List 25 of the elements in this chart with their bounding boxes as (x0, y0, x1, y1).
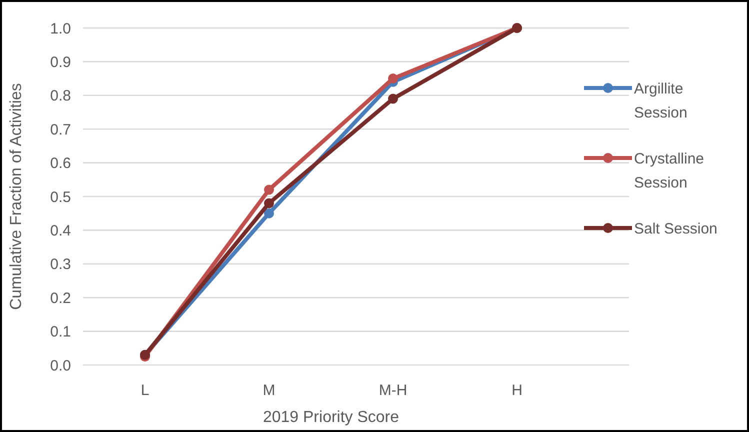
x-tick-label: L (140, 382, 150, 399)
legend-label: Argillite Session (634, 80, 688, 122)
y-tick-label: 1.0 (50, 20, 71, 38)
x-tick-label: M-H (378, 382, 408, 399)
point (388, 94, 398, 104)
x-axis-title: 2019 Priority Score (262, 409, 400, 426)
x-tick-label: H (512, 382, 522, 399)
y-tick-label: 0.9 (50, 54, 71, 71)
y-tick-label: 0.8 (50, 88, 71, 105)
y-tick-label: 0.5 (50, 188, 71, 206)
y-tick-label: 0.7 (50, 121, 71, 138)
point (388, 74, 398, 84)
x-tick-label: M (262, 382, 276, 399)
y-tick-label: 0.4 (50, 222, 71, 240)
legend-label: Salt Session (634, 220, 718, 238)
y-tick-label: 0.0 (50, 357, 71, 374)
y-tick-label: 0.1 (50, 324, 71, 341)
point (264, 208, 274, 218)
y-axis-title: Cumulative Fraction of Activities (8, 83, 25, 310)
y-tick-label: 0.2 (50, 290, 71, 307)
legend-label: Crystalline Session (634, 150, 704, 192)
y-tick-label: 0.6 (50, 155, 71, 172)
point (264, 184, 274, 195)
y-tick-label: 0.3 (50, 256, 71, 274)
point (264, 198, 274, 208)
